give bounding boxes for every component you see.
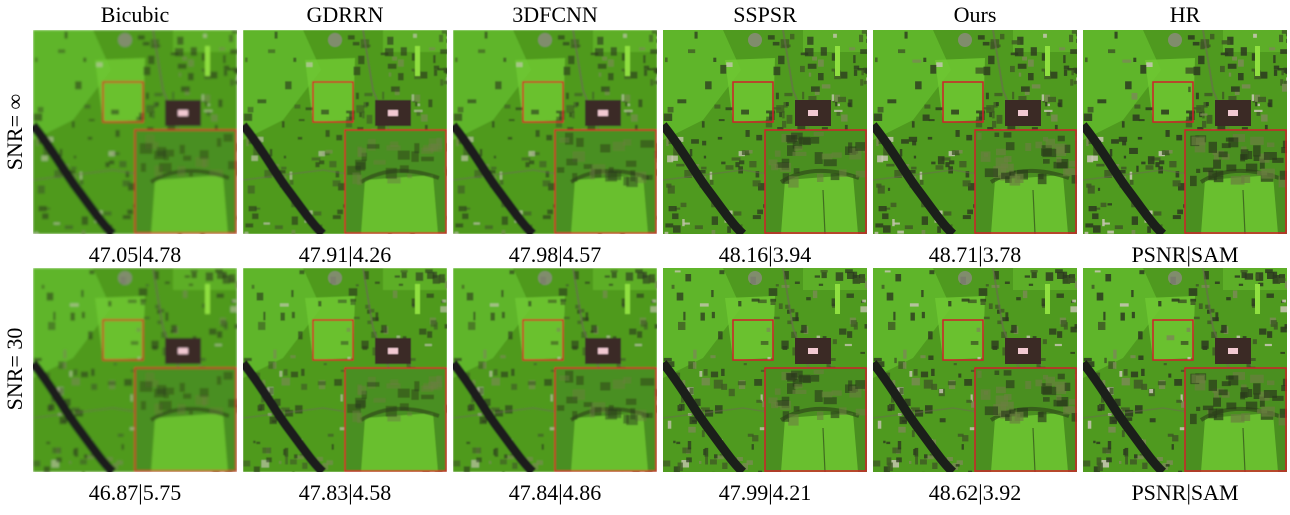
- row-label-snr-inf: SNR= ∞: [2, 93, 27, 171]
- metric-label-sspsr-row2: 47.99|4.21: [718, 480, 812, 505]
- column-header-gdrrn: GDRRN: [306, 2, 384, 27]
- image-tile-hr-row2: [1083, 268, 1287, 472]
- image-tile-gdrrn-row2: [243, 268, 447, 472]
- satellite-image: [33, 268, 237, 472]
- metric-label-bicubic-row2: 46.87|5.75: [88, 480, 182, 505]
- satellite-image: [873, 268, 1077, 472]
- satellite-image: [453, 268, 657, 472]
- satellite-image: [663, 268, 867, 472]
- metric-label-bicubic-row1: 47.05|4.78: [88, 242, 182, 267]
- image-tile-3dfcnn-row1: [453, 30, 657, 234]
- metric-label-hr-row1: PSNR|SAM: [1131, 242, 1239, 267]
- satellite-image: [243, 268, 447, 472]
- column-header-ours: Ours: [953, 2, 997, 27]
- satellite-image: [33, 30, 237, 234]
- image-tile-3dfcnn-row2: [453, 268, 657, 472]
- satellite-image: [663, 30, 867, 234]
- image-tile-bicubic-row2: [33, 268, 237, 472]
- metric-label-gdrrn-row2: 47.83|4.58: [298, 480, 392, 505]
- column-header-bicubic: Bicubic: [100, 2, 170, 27]
- image-tile-sspsr-row2: [663, 268, 867, 472]
- metric-label-ours-row1: 48.71|3.78: [928, 242, 1022, 267]
- image-tile-bicubic-row1: [33, 30, 237, 234]
- column-header-3dfcnn: 3DFCNN: [512, 2, 598, 27]
- metric-label-3dfcnn-row1: 47.98|4.57: [508, 242, 602, 267]
- satellite-image: [1083, 268, 1287, 472]
- column-header-sspsr: SSPSR: [733, 2, 797, 27]
- satellite-image: [243, 30, 447, 234]
- row-label-snr-30: SNR= 30: [2, 327, 27, 411]
- image-tile-gdrrn-row1: [243, 30, 447, 234]
- metric-label-ours-row2: 48.62|3.92: [928, 480, 1022, 505]
- image-tile-ours-row2: [873, 268, 1077, 472]
- metric-label-gdrrn-row1: 47.91|4.26: [298, 242, 392, 267]
- satellite-image: [453, 30, 657, 234]
- metric-label-sspsr-row1: 48.16|3.94: [718, 242, 812, 267]
- satellite-image: [873, 30, 1077, 234]
- image-tile-hr-row1: [1083, 30, 1287, 234]
- column-header-hr: HR: [1169, 2, 1201, 27]
- metric-label-hr-row2: PSNR|SAM: [1131, 480, 1239, 505]
- image-tile-sspsr-row1: [663, 30, 867, 234]
- image-tile-ours-row1: [873, 30, 1077, 234]
- metric-label-3dfcnn-row2: 47.84|4.86: [508, 480, 602, 505]
- satellite-image: [1083, 30, 1287, 234]
